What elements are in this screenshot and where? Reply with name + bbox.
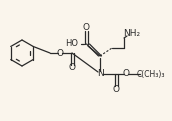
Text: C(CH₃)₃: C(CH₃)₃: [137, 69, 165, 79]
Text: O: O: [68, 64, 76, 72]
Text: O: O: [56, 49, 63, 57]
Text: O: O: [122, 69, 130, 79]
Text: N: N: [97, 69, 103, 79]
Text: O: O: [112, 84, 120, 94]
Text: HO: HO: [66, 39, 78, 49]
Text: NH₂: NH₂: [123, 30, 141, 38]
Text: O: O: [83, 23, 89, 33]
